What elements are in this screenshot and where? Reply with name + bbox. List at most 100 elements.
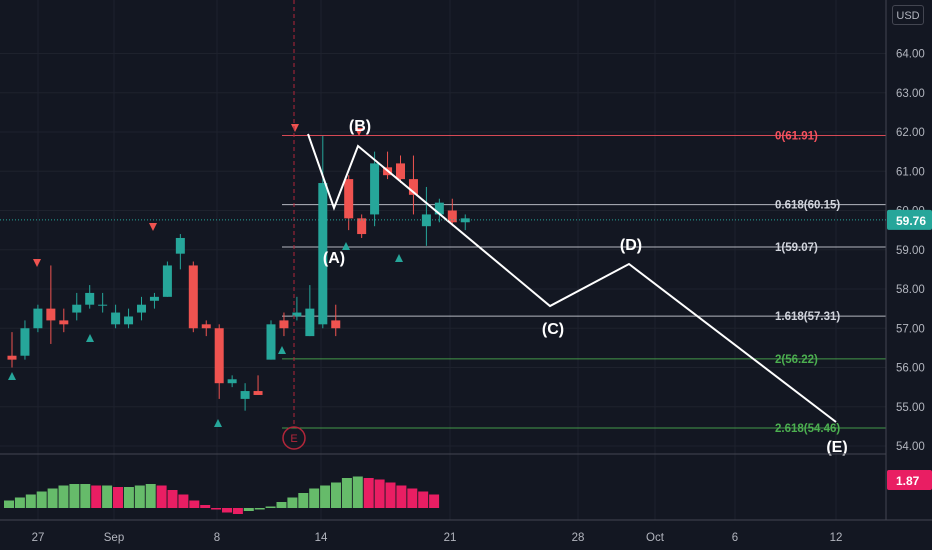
candle-body: [357, 218, 367, 235]
up-arrow-icon: [86, 334, 94, 342]
histogram-bar: [352, 476, 363, 508]
last-price-badge: [887, 209, 932, 230]
price-axis[interactable]: 64.0063.0062.0061.0060.0059.0058.0057.00…: [896, 49, 925, 454]
currency-button[interactable]: USD: [892, 5, 924, 25]
candle-body: [85, 292, 95, 305]
candle-body: [137, 304, 146, 313]
candle-body: [370, 163, 380, 215]
candle-body: [408, 179, 418, 195]
up-arrow-icon: [214, 419, 222, 427]
candle-body: [124, 316, 134, 325]
up-arrow-icon: [342, 242, 350, 250]
histogram-bar: [178, 494, 189, 508]
histogram-bar: [91, 485, 102, 508]
candle-body: [240, 391, 250, 399]
wave-label: (D): [620, 237, 642, 254]
histogram-bar: [243, 508, 254, 511]
histogram-bar: [287, 497, 298, 508]
down-arrow-icon: [33, 259, 41, 267]
candle-body: [59, 320, 69, 325]
candle-body: [305, 308, 315, 337]
histogram-bar: [276, 502, 287, 508]
candle-body: [188, 265, 198, 329]
candle-body: [279, 320, 289, 329]
histogram-bar: [69, 484, 80, 508]
price-tick-label: 57.00: [896, 323, 925, 335]
up-arrow-icon: [8, 372, 16, 380]
candle-body: [227, 379, 237, 384]
candle-body: [292, 312, 302, 317]
histogram-bar: [298, 493, 309, 508]
wave-label: (C): [542, 321, 564, 338]
fib-level-label: 2.618(54.46): [775, 423, 840, 435]
price-tick-label: 64.00: [896, 49, 925, 61]
wave-label: (B): [349, 118, 371, 135]
wave-label: (E): [826, 439, 847, 456]
histogram-bar: [309, 488, 320, 508]
candle-body: [20, 328, 30, 356]
histogram-bar: [341, 478, 352, 508]
histogram-bar: [14, 497, 25, 508]
candle-body: [396, 163, 405, 180]
histogram-bar: [385, 482, 396, 508]
time-axis[interactable]: 27 Sep 8 14 21 28 Oct 6 12: [32, 532, 843, 544]
histogram-bar: [80, 484, 91, 508]
histogram-bar: [200, 505, 211, 508]
histogram-bar: [167, 490, 178, 508]
fib-level-label: 0.618(60.15): [775, 200, 840, 212]
histogram-bar: [211, 508, 222, 510]
candle-body: [98, 304, 108, 306]
indicator-histogram: [4, 476, 440, 514]
candle-body: [266, 324, 276, 360]
histogram-bar: [123, 487, 134, 508]
fib-level-label: 1(59.07): [775, 242, 818, 254]
candle-body: [331, 320, 341, 329]
event-marker[interactable]: E: [282, 0, 306, 450]
event-circle: [282, 426, 306, 450]
down-arrow-icon: [355, 128, 363, 136]
time-tick-label: 28: [572, 532, 585, 544]
candle-body: [149, 296, 159, 301]
candlesticks: [7, 135, 470, 411]
candle-body: [447, 210, 457, 223]
time-tick-label: Sep: [104, 532, 124, 544]
time-tick-label: 8: [214, 532, 220, 544]
time-tick-label: 6: [732, 532, 738, 544]
indicator-badge: [887, 469, 932, 490]
histogram-bar: [189, 500, 200, 508]
time-tick-label: 27: [32, 532, 45, 544]
time-tick-label: Oct: [646, 532, 665, 544]
candle-body: [344, 179, 354, 219]
histogram-bar: [145, 484, 156, 508]
down-arrow-icon: [291, 124, 299, 132]
histogram-bar: [429, 494, 440, 508]
up-arrow-icon: [278, 346, 286, 354]
wave-path: [307, 133, 837, 423]
histogram-bar: [320, 485, 331, 508]
histogram-bar: [113, 487, 123, 508]
candle-body: [318, 183, 328, 325]
down-arrow-icon: [149, 223, 157, 231]
histogram-bar: [265, 506, 276, 508]
candle-body: [111, 312, 121, 325]
fibonacci-levels: 0(61.91) 0.618(60.15) 1(59.07) 1.618(57.31)…: [282, 131, 886, 435]
histogram-bar: [418, 491, 429, 508]
indicator-value: 1.87: [896, 474, 920, 488]
price-tick-label: 62.00: [896, 127, 925, 139]
price-tick-label: 59.00: [896, 245, 925, 257]
wave-label: (A): [323, 250, 345, 267]
candle-body: [214, 328, 224, 384]
last-price-value: 59.76: [896, 214, 926, 228]
histogram-bar: [36, 491, 47, 508]
candle-body: [201, 324, 211, 329]
event-label: E: [290, 433, 297, 445]
candle-body: [175, 237, 185, 254]
histogram-bar: [102, 485, 113, 508]
candle-body: [72, 304, 82, 313]
histogram-bar: [331, 482, 341, 508]
histogram-bar: [156, 485, 167, 508]
histogram-bar: [4, 500, 14, 508]
fib-level-label: 2(56.22): [775, 354, 818, 366]
histogram-bar: [407, 488, 418, 508]
